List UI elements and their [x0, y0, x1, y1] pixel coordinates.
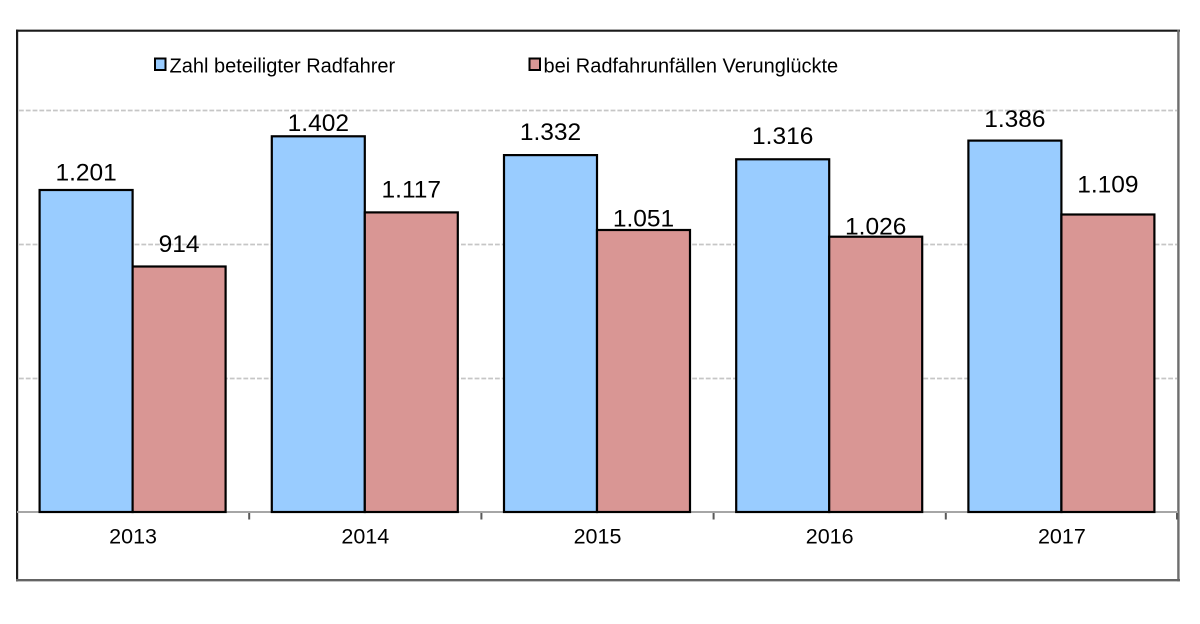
svg-text:bei Radfahrunfällen Verunglück: bei Radfahrunfällen Verunglückte	[544, 56, 839, 78]
svg-text:1.332: 1.332	[520, 119, 581, 146]
svg-text:1.026: 1.026	[845, 214, 906, 241]
svg-text:1.109: 1.109	[1077, 171, 1138, 198]
svg-text:914: 914	[159, 231, 200, 258]
svg-text:1.316: 1.316	[752, 123, 813, 150]
svg-text:1.402: 1.402	[288, 110, 349, 137]
svg-text:1.051: 1.051	[613, 206, 674, 233]
svg-text:1.117: 1.117	[382, 176, 442, 203]
svg-text:2015: 2015	[574, 525, 622, 549]
svg-text:1.386: 1.386	[984, 106, 1045, 133]
svg-text:2013: 2013	[109, 525, 157, 549]
svg-text:1.201: 1.201	[55, 160, 116, 187]
svg-text:2014: 2014	[341, 525, 389, 549]
svg-text:2016: 2016	[806, 525, 854, 549]
svg-text:Zahl beteiligter Radfahrer: Zahl beteiligter Radfahrer	[170, 56, 396, 78]
svg-text:2017: 2017	[1038, 525, 1086, 549]
